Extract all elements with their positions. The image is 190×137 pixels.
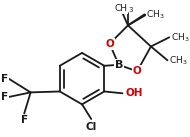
Text: OH: OH — [125, 88, 143, 98]
Text: CH$_3$: CH$_3$ — [146, 8, 165, 21]
Text: F: F — [1, 74, 8, 84]
Text: O: O — [133, 66, 142, 76]
Text: O: O — [105, 39, 114, 49]
Text: CH: CH — [114, 4, 127, 13]
Text: CH$_3$: CH$_3$ — [171, 31, 190, 44]
Text: CH$_3$: CH$_3$ — [169, 54, 188, 66]
Text: Cl: Cl — [86, 122, 97, 132]
Text: B: B — [115, 60, 123, 70]
Text: 3: 3 — [128, 7, 132, 13]
Text: F: F — [21, 115, 28, 125]
Text: F: F — [1, 92, 8, 102]
